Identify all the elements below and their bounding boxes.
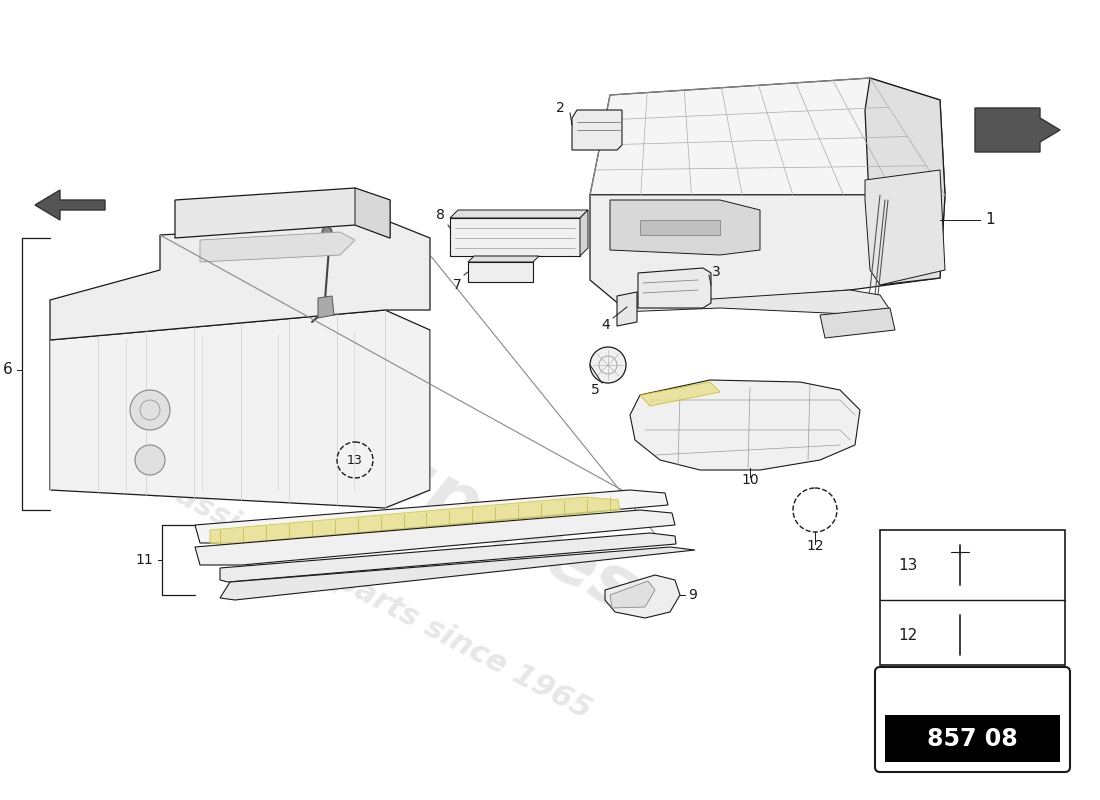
Circle shape: [322, 227, 332, 237]
Ellipse shape: [952, 543, 969, 553]
Polygon shape: [630, 380, 860, 470]
Text: 11: 11: [135, 553, 153, 567]
Text: 6: 6: [3, 362, 13, 378]
Text: 5: 5: [592, 383, 600, 397]
Polygon shape: [50, 222, 430, 340]
Circle shape: [590, 347, 626, 383]
Polygon shape: [640, 382, 720, 406]
Polygon shape: [605, 575, 680, 618]
Circle shape: [130, 390, 170, 430]
Polygon shape: [590, 195, 945, 305]
Text: 3: 3: [712, 265, 720, 279]
Polygon shape: [195, 490, 668, 543]
Polygon shape: [640, 220, 720, 235]
Text: 13: 13: [348, 454, 363, 466]
Text: 857 08: 857 08: [927, 726, 1018, 750]
Polygon shape: [865, 78, 945, 285]
Polygon shape: [468, 262, 534, 282]
Polygon shape: [610, 200, 760, 255]
Polygon shape: [175, 188, 390, 238]
Text: a passion for parts since 1965: a passion for parts since 1965: [124, 455, 596, 725]
Polygon shape: [450, 210, 588, 218]
Polygon shape: [200, 232, 355, 262]
Polygon shape: [50, 310, 430, 508]
Text: eurospares: eurospares: [212, 352, 648, 628]
Text: 13: 13: [898, 558, 917, 573]
Ellipse shape: [617, 290, 637, 298]
Text: 7: 7: [453, 278, 462, 292]
Polygon shape: [617, 292, 637, 326]
Polygon shape: [35, 190, 104, 220]
Polygon shape: [865, 170, 945, 285]
Polygon shape: [572, 110, 621, 150]
Text: 8: 8: [436, 208, 446, 222]
Polygon shape: [220, 547, 695, 600]
Text: 10: 10: [741, 473, 759, 487]
Polygon shape: [638, 268, 711, 308]
Polygon shape: [620, 290, 890, 315]
Polygon shape: [975, 108, 1060, 152]
Text: 12: 12: [898, 627, 917, 642]
Text: 9: 9: [688, 588, 697, 602]
Polygon shape: [590, 78, 945, 195]
Polygon shape: [468, 256, 539, 262]
Text: 4: 4: [602, 318, 610, 332]
Circle shape: [135, 445, 165, 475]
Polygon shape: [318, 296, 334, 318]
Ellipse shape: [950, 609, 970, 621]
Polygon shape: [450, 218, 580, 256]
Polygon shape: [580, 210, 588, 256]
Polygon shape: [610, 581, 654, 608]
Text: 1: 1: [984, 213, 994, 227]
Polygon shape: [220, 533, 676, 582]
Polygon shape: [355, 188, 390, 238]
Text: 2: 2: [557, 101, 565, 115]
Ellipse shape: [965, 636, 985, 648]
Polygon shape: [210, 497, 620, 545]
Text: 12: 12: [806, 539, 824, 553]
FancyBboxPatch shape: [874, 667, 1070, 772]
Polygon shape: [820, 308, 895, 338]
FancyBboxPatch shape: [886, 715, 1060, 762]
Polygon shape: [880, 530, 1065, 665]
Polygon shape: [195, 510, 675, 565]
